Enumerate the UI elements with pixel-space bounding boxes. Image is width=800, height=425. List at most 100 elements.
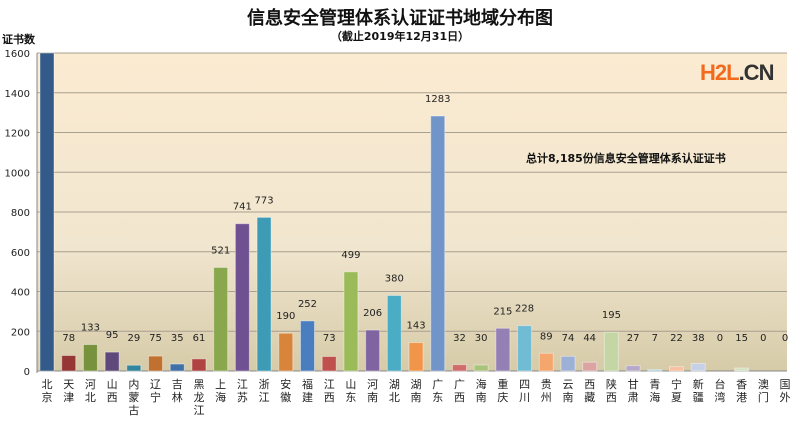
data-label: 190 bbox=[276, 311, 295, 322]
watermark-logo: H2L.CN bbox=[700, 60, 774, 85]
data-label: 75 bbox=[149, 333, 162, 344]
data-label: 89 bbox=[540, 331, 553, 342]
data-label: 74 bbox=[562, 333, 575, 344]
data-label: 773 bbox=[255, 195, 274, 206]
y-tick-label: 400 bbox=[11, 288, 30, 299]
data-label: 741 bbox=[233, 202, 252, 213]
bar-山东 bbox=[343, 271, 359, 372]
bar-广东 bbox=[430, 115, 446, 372]
y-tick-label: 0 bbox=[24, 367, 30, 378]
data-label: 0 bbox=[782, 333, 788, 344]
x-tick-label: 福建 bbox=[302, 377, 313, 404]
y-tick-label: 1600 bbox=[5, 49, 30, 60]
data-label: 1283 bbox=[425, 94, 450, 105]
x-tick-label: 新疆 bbox=[693, 377, 704, 404]
bar-贵州 bbox=[538, 352, 554, 372]
chart-title: 信息安全管理体系认证证书地域分布图 bbox=[247, 8, 553, 29]
x-tick-label: 江西 bbox=[324, 378, 335, 404]
x-tick-label: 澳门 bbox=[758, 378, 769, 404]
x-tick-label: 吉林 bbox=[172, 378, 183, 404]
data-label: 73 bbox=[323, 333, 336, 344]
bar-西藏 bbox=[582, 361, 598, 372]
bar-宁夏 bbox=[669, 366, 685, 372]
bar-上海 bbox=[213, 266, 229, 372]
bar-浙江 bbox=[256, 216, 272, 372]
x-tick-label: 西藏 bbox=[584, 378, 595, 404]
data-label: 252 bbox=[298, 299, 317, 310]
bar-内蒙古 bbox=[126, 364, 142, 372]
bar-天津 bbox=[61, 354, 77, 372]
x-tick-label: 国外 bbox=[780, 378, 791, 404]
data-label: 228 bbox=[515, 304, 534, 315]
x-tick-label: 四川 bbox=[519, 378, 530, 404]
x-tick-label: 重庆 bbox=[497, 377, 508, 404]
x-tick-label: 贵州 bbox=[541, 378, 552, 404]
x-tick-label: 广西 bbox=[454, 378, 465, 404]
bar-辽宁 bbox=[148, 355, 164, 372]
x-tick-label: 浙江 bbox=[259, 378, 270, 404]
x-tick-label: 广东 bbox=[432, 378, 443, 404]
x-tick-label: 北京 bbox=[42, 378, 53, 404]
data-label: 143 bbox=[406, 321, 425, 332]
x-tick-label: 香港 bbox=[736, 378, 747, 404]
bar-云南 bbox=[560, 355, 576, 372]
data-label: 35 bbox=[171, 333, 184, 344]
x-tick-label: 甘肃 bbox=[628, 378, 639, 404]
data-label: 44 bbox=[583, 333, 596, 344]
x-tick-label: 宁夏 bbox=[671, 377, 682, 404]
data-label: 95 bbox=[106, 330, 119, 341]
x-tick-label: 海南 bbox=[476, 377, 487, 404]
data-label: 215 bbox=[493, 306, 512, 317]
bar-四川 bbox=[517, 325, 533, 372]
data-label: 22 bbox=[670, 333, 683, 344]
bar-甘肃 bbox=[625, 365, 641, 372]
data-label: 32 bbox=[453, 333, 466, 344]
x-tick-label: 江苏 bbox=[237, 378, 248, 404]
data-label: 195 bbox=[602, 310, 621, 321]
bar-新疆 bbox=[690, 362, 706, 372]
y-axis-label: 证书数 bbox=[2, 33, 35, 46]
data-label: 78 bbox=[62, 333, 75, 344]
y-tick-label: 1200 bbox=[5, 129, 30, 140]
bar-山西 bbox=[104, 351, 120, 372]
data-label: 521 bbox=[211, 245, 230, 256]
y-tick-label: 1400 bbox=[5, 89, 30, 100]
bar-广西 bbox=[451, 364, 467, 372]
y-tick-label: 800 bbox=[11, 208, 30, 219]
x-tick-label: 陕西 bbox=[606, 377, 617, 404]
data-label: 30 bbox=[475, 333, 488, 344]
x-tick-label: 天津 bbox=[63, 378, 74, 404]
bar-重庆 bbox=[495, 327, 511, 372]
x-tick-label: 湖南 bbox=[411, 378, 422, 404]
x-tick-label: 河南 bbox=[367, 378, 378, 404]
data-label: 15 bbox=[735, 333, 748, 344]
data-label: 61 bbox=[193, 333, 206, 344]
x-tick-label: 内蒙古 bbox=[128, 377, 139, 417]
x-tick-label: 山西 bbox=[107, 378, 118, 404]
data-label: 133 bbox=[81, 323, 100, 334]
x-tick-label: 湖北 bbox=[389, 378, 400, 404]
bar-北京 bbox=[39, 52, 55, 372]
data-label: 27 bbox=[627, 333, 640, 344]
x-tick-label: 安徽 bbox=[280, 377, 291, 404]
x-tick-label: 山东 bbox=[345, 378, 356, 404]
x-tick-label: 黑龙江 bbox=[193, 378, 204, 417]
y-tick-label: 200 bbox=[11, 327, 30, 338]
data-label: 7 bbox=[652, 333, 658, 344]
data-label: 0 bbox=[760, 333, 766, 344]
bar-黑龙江 bbox=[191, 358, 207, 372]
bar-河南 bbox=[365, 329, 381, 372]
bar-安徽 bbox=[278, 332, 294, 372]
bar-海南 bbox=[473, 364, 489, 372]
data-label: 206 bbox=[363, 308, 382, 319]
bar-福建 bbox=[299, 320, 315, 372]
bar-吉林 bbox=[169, 363, 185, 372]
bar-湖南 bbox=[408, 342, 424, 372]
bar-青海 bbox=[647, 369, 663, 372]
bar-河北 bbox=[82, 344, 98, 372]
bar-香港 bbox=[734, 367, 750, 372]
data-label: 499 bbox=[341, 250, 360, 261]
y-tick-label: 1000 bbox=[5, 168, 30, 179]
y-tick-label: 600 bbox=[11, 248, 30, 259]
